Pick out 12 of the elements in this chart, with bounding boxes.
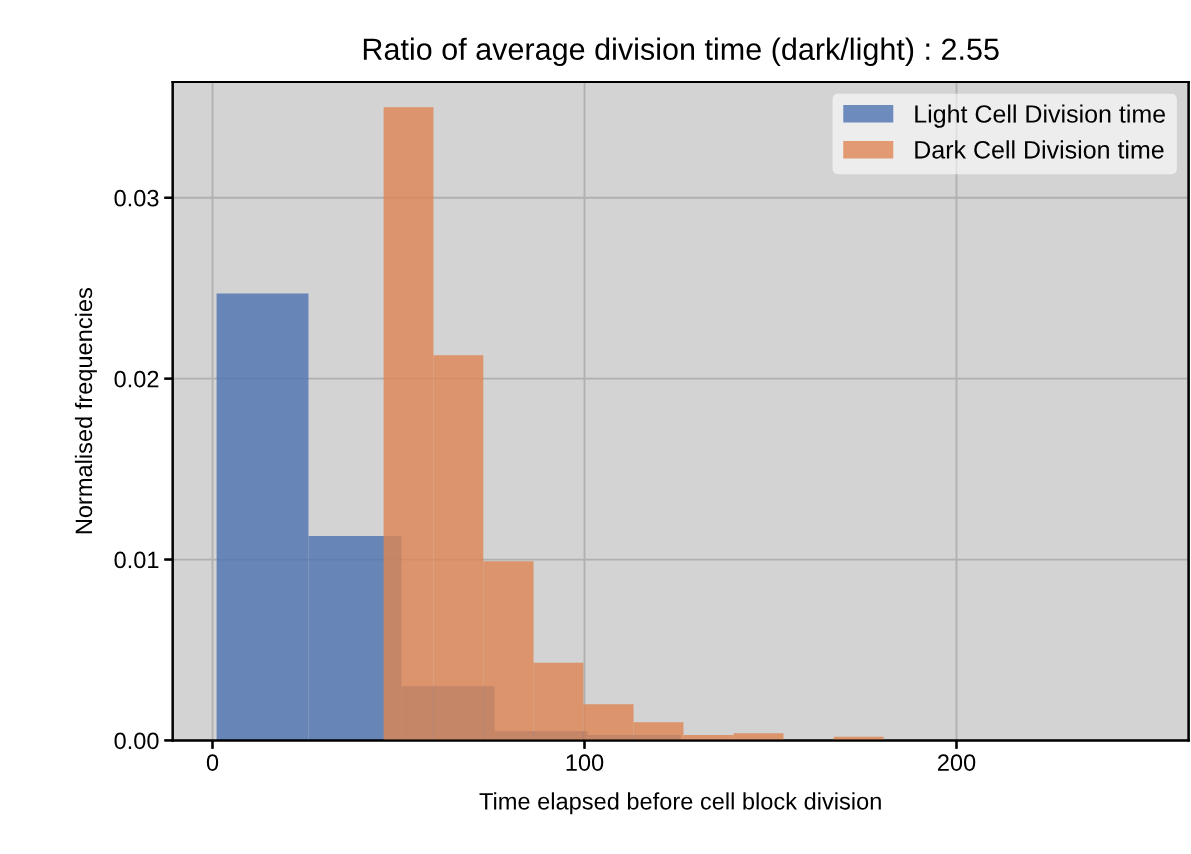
y-tick-label: 0.03 <box>114 189 159 207</box>
x-tick-label: 100 <box>566 754 604 771</box>
x-tick-label: 200 <box>937 754 976 771</box>
chart-title: Ratio of average division time (dark/light) : 2.55 <box>363 37 999 67</box>
legend-label: Dark Cell Division time <box>915 140 1164 159</box>
y-tick-label: 0.01 <box>114 551 159 569</box>
y-axis-title: Normalised frequencies <box>74 288 97 534</box>
x-axis-title: Time elapsed before cell block division <box>479 792 881 815</box>
y-tick-label: 0.02 <box>114 370 159 388</box>
x-tick-label: 0 <box>206 754 219 771</box>
y-tick-label: 0.00 <box>114 732 159 750</box>
legend-label: Light Cell Division time <box>915 104 1166 128</box>
